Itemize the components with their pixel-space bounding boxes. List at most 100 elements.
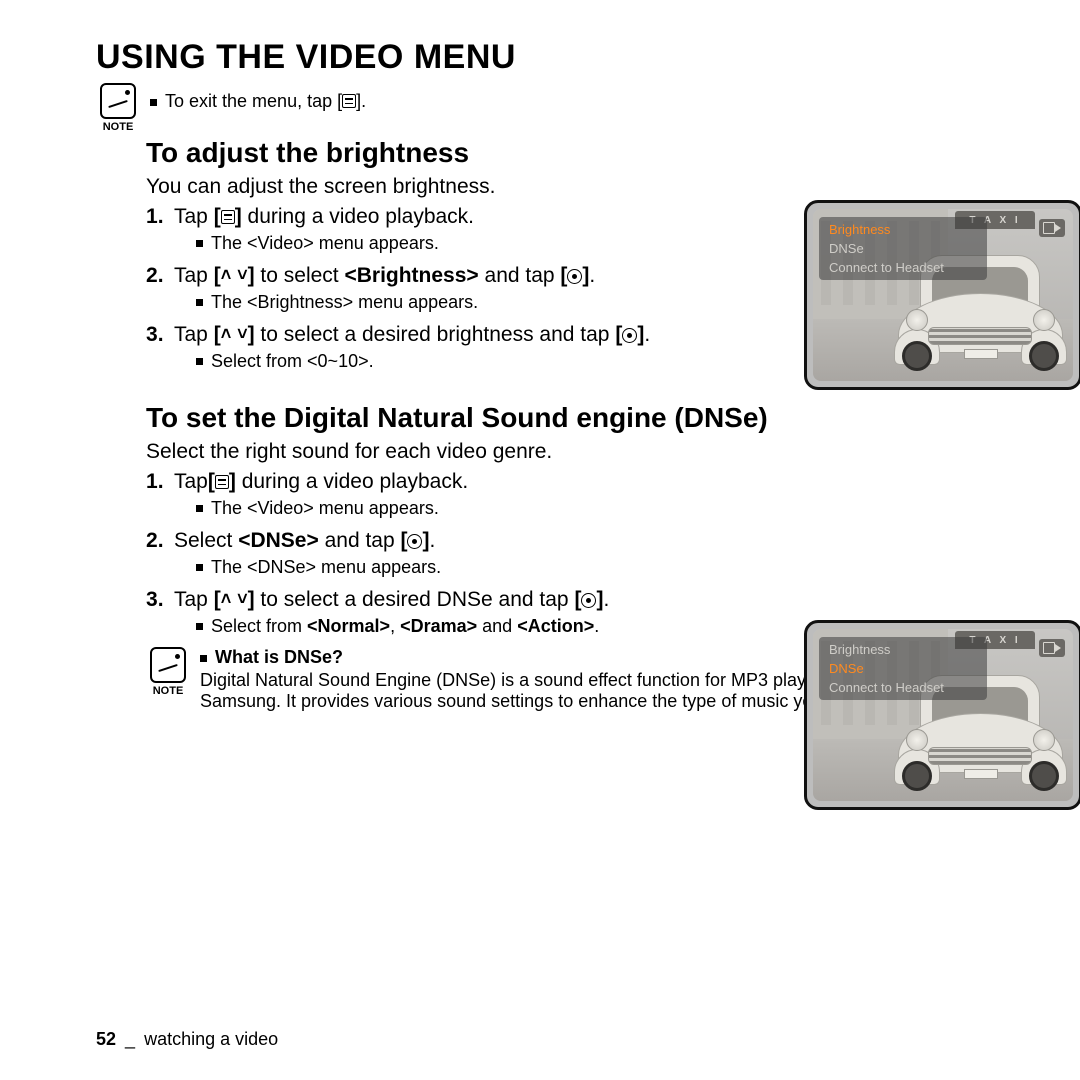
bracket: [: [574, 588, 581, 612]
target: <DNSe>: [238, 529, 319, 552]
text: and: [477, 616, 517, 636]
chevron-down-icon: ˅: [237, 265, 248, 285]
text: to select: [255, 264, 345, 287]
text: during a video playback.: [242, 205, 474, 228]
bracket: ]: [229, 470, 236, 494]
text: and tap: [319, 529, 401, 552]
opt: <Normal>: [307, 616, 390, 636]
text: to select a desired DNSe and tap: [255, 588, 575, 611]
dnse-intro: Select the right sound for each video ge…: [146, 440, 1012, 464]
note-icon: [150, 647, 186, 683]
note-icon-wrap: NOTE: [96, 83, 140, 133]
bracket: [: [560, 264, 567, 288]
step-2: Tap [˄ ˅] to select <Brightness> and tap…: [146, 264, 706, 313]
chevron-down-icon: ˅: [237, 589, 248, 609]
text: Tap: [174, 588, 214, 611]
text: Select from: [211, 616, 307, 636]
bracket: [: [208, 470, 215, 494]
step-3: Tap [˄ ˅] to select a desired DNSe and t…: [146, 588, 706, 637]
device-screenshot-brightness: T A X I Brightness DNSe Connect to Heads…: [804, 200, 1080, 390]
bullet-icon: [196, 240, 203, 247]
dnse-body: Tap[] during a video playback. The <Vide…: [146, 470, 1012, 637]
bracket: [: [214, 588, 221, 612]
osd-menu[interactable]: Brightness DNSe Connect to Headset: [819, 217, 987, 280]
menu-item-dnse[interactable]: DNSe: [819, 239, 987, 258]
text: Select: [174, 529, 238, 552]
menu-item-brightness[interactable]: Brightness: [819, 640, 987, 659]
text: Select from <0~10>.: [211, 351, 374, 371]
chevron-down-icon: ˅: [237, 324, 248, 344]
bullet-icon: [196, 299, 203, 306]
menu-icon: [221, 210, 235, 224]
bracket: [: [400, 529, 407, 553]
text: The <Video> menu appears.: [211, 498, 439, 518]
text: .: [603, 588, 609, 611]
chevron-up-icon: ˄: [221, 589, 232, 609]
step-1: Tap[] during a video playback. The <Vide…: [146, 470, 706, 519]
bracket: ]: [235, 205, 242, 229]
step-2-sub: The <Brightness> menu appears.: [174, 292, 706, 313]
menu-item-dnse[interactable]: DNSe: [819, 659, 987, 678]
text: and tap: [479, 264, 561, 287]
text: to select a desired brightness and tap: [255, 323, 616, 346]
brightness-intro: You can adjust the screen brightness.: [146, 175, 1012, 199]
bullet-icon: [150, 99, 157, 106]
text: .: [589, 264, 595, 287]
note-label: NOTE: [153, 685, 184, 697]
select-icon: [622, 328, 637, 343]
menu-icon: [215, 475, 229, 489]
select-icon: [581, 593, 596, 608]
text: The <Brightness> menu appears.: [211, 292, 478, 312]
text: ,: [390, 616, 400, 636]
bracket: [: [214, 264, 221, 288]
step-3-sub: Select from <Normal>, <Drama> and <Actio…: [174, 616, 706, 637]
note-question: What is DNSe?: [215, 647, 343, 667]
text: during a video playback.: [236, 470, 468, 493]
menu-icon: [342, 94, 356, 108]
page-footer: 52 _ watching a video: [96, 1029, 278, 1050]
bullet-icon: [196, 564, 203, 571]
text: .: [429, 529, 435, 552]
brightness-heading: To adjust the brightness: [146, 137, 1012, 169]
text: .: [644, 323, 650, 346]
dnse-heading: To set the Digital Natural Sound engine …: [146, 402, 1012, 434]
exit-note-row: NOTE To exit the menu, tap [].: [96, 83, 1012, 133]
text: Tap: [174, 470, 208, 493]
exit-note-text: To exit the menu, tap [].: [150, 83, 366, 112]
footer-section: watching a video: [144, 1029, 278, 1049]
text: Tap: [174, 264, 214, 287]
footer-separator: _: [125, 1029, 135, 1049]
opt: <Drama>: [400, 616, 477, 636]
step-1-sub: The <Video> menu appears.: [174, 498, 706, 519]
text: The <DNSe> menu appears.: [211, 557, 441, 577]
text: Tap: [174, 205, 214, 228]
osd-menu[interactable]: Brightness DNSe Connect to Headset: [819, 637, 987, 700]
page-title: USING THE VIDEO MENU: [96, 38, 1012, 77]
step-1-sub: The <Video> menu appears.: [174, 233, 706, 254]
target: <Brightness>: [344, 264, 478, 287]
text: The <Video> menu appears.: [211, 233, 439, 253]
text: Tap: [174, 323, 214, 346]
page-number: 52: [96, 1029, 116, 1049]
osd-corner-icon: [1039, 219, 1065, 237]
menu-item-headset[interactable]: Connect to Headset: [819, 258, 987, 277]
note-icon-wrap: NOTE: [146, 647, 190, 712]
osd-corner-icon: [1039, 639, 1065, 657]
note-icon: [100, 83, 136, 119]
device-screen: T A X I Brightness DNSe Connect to Heads…: [813, 629, 1073, 801]
menu-item-brightness[interactable]: Brightness: [819, 220, 987, 239]
select-icon: [407, 534, 422, 549]
bullet-icon: [200, 655, 207, 662]
step-1: Tap [] during a video playback. The <Vid…: [146, 205, 706, 254]
dnse-steps: Tap[] during a video playback. The <Vide…: [146, 470, 1012, 637]
text: To exit the menu, tap [: [165, 91, 342, 111]
text: ].: [356, 91, 366, 111]
menu-item-headset[interactable]: Connect to Headset: [819, 678, 987, 697]
bracket: ]: [248, 323, 255, 347]
device-screen: T A X I Brightness DNSe Connect to Heads…: [813, 209, 1073, 381]
select-icon: [567, 269, 582, 284]
bracket: ]: [248, 264, 255, 288]
bracket: [: [214, 323, 221, 347]
bullet-icon: [196, 358, 203, 365]
bracket: [: [214, 205, 221, 229]
